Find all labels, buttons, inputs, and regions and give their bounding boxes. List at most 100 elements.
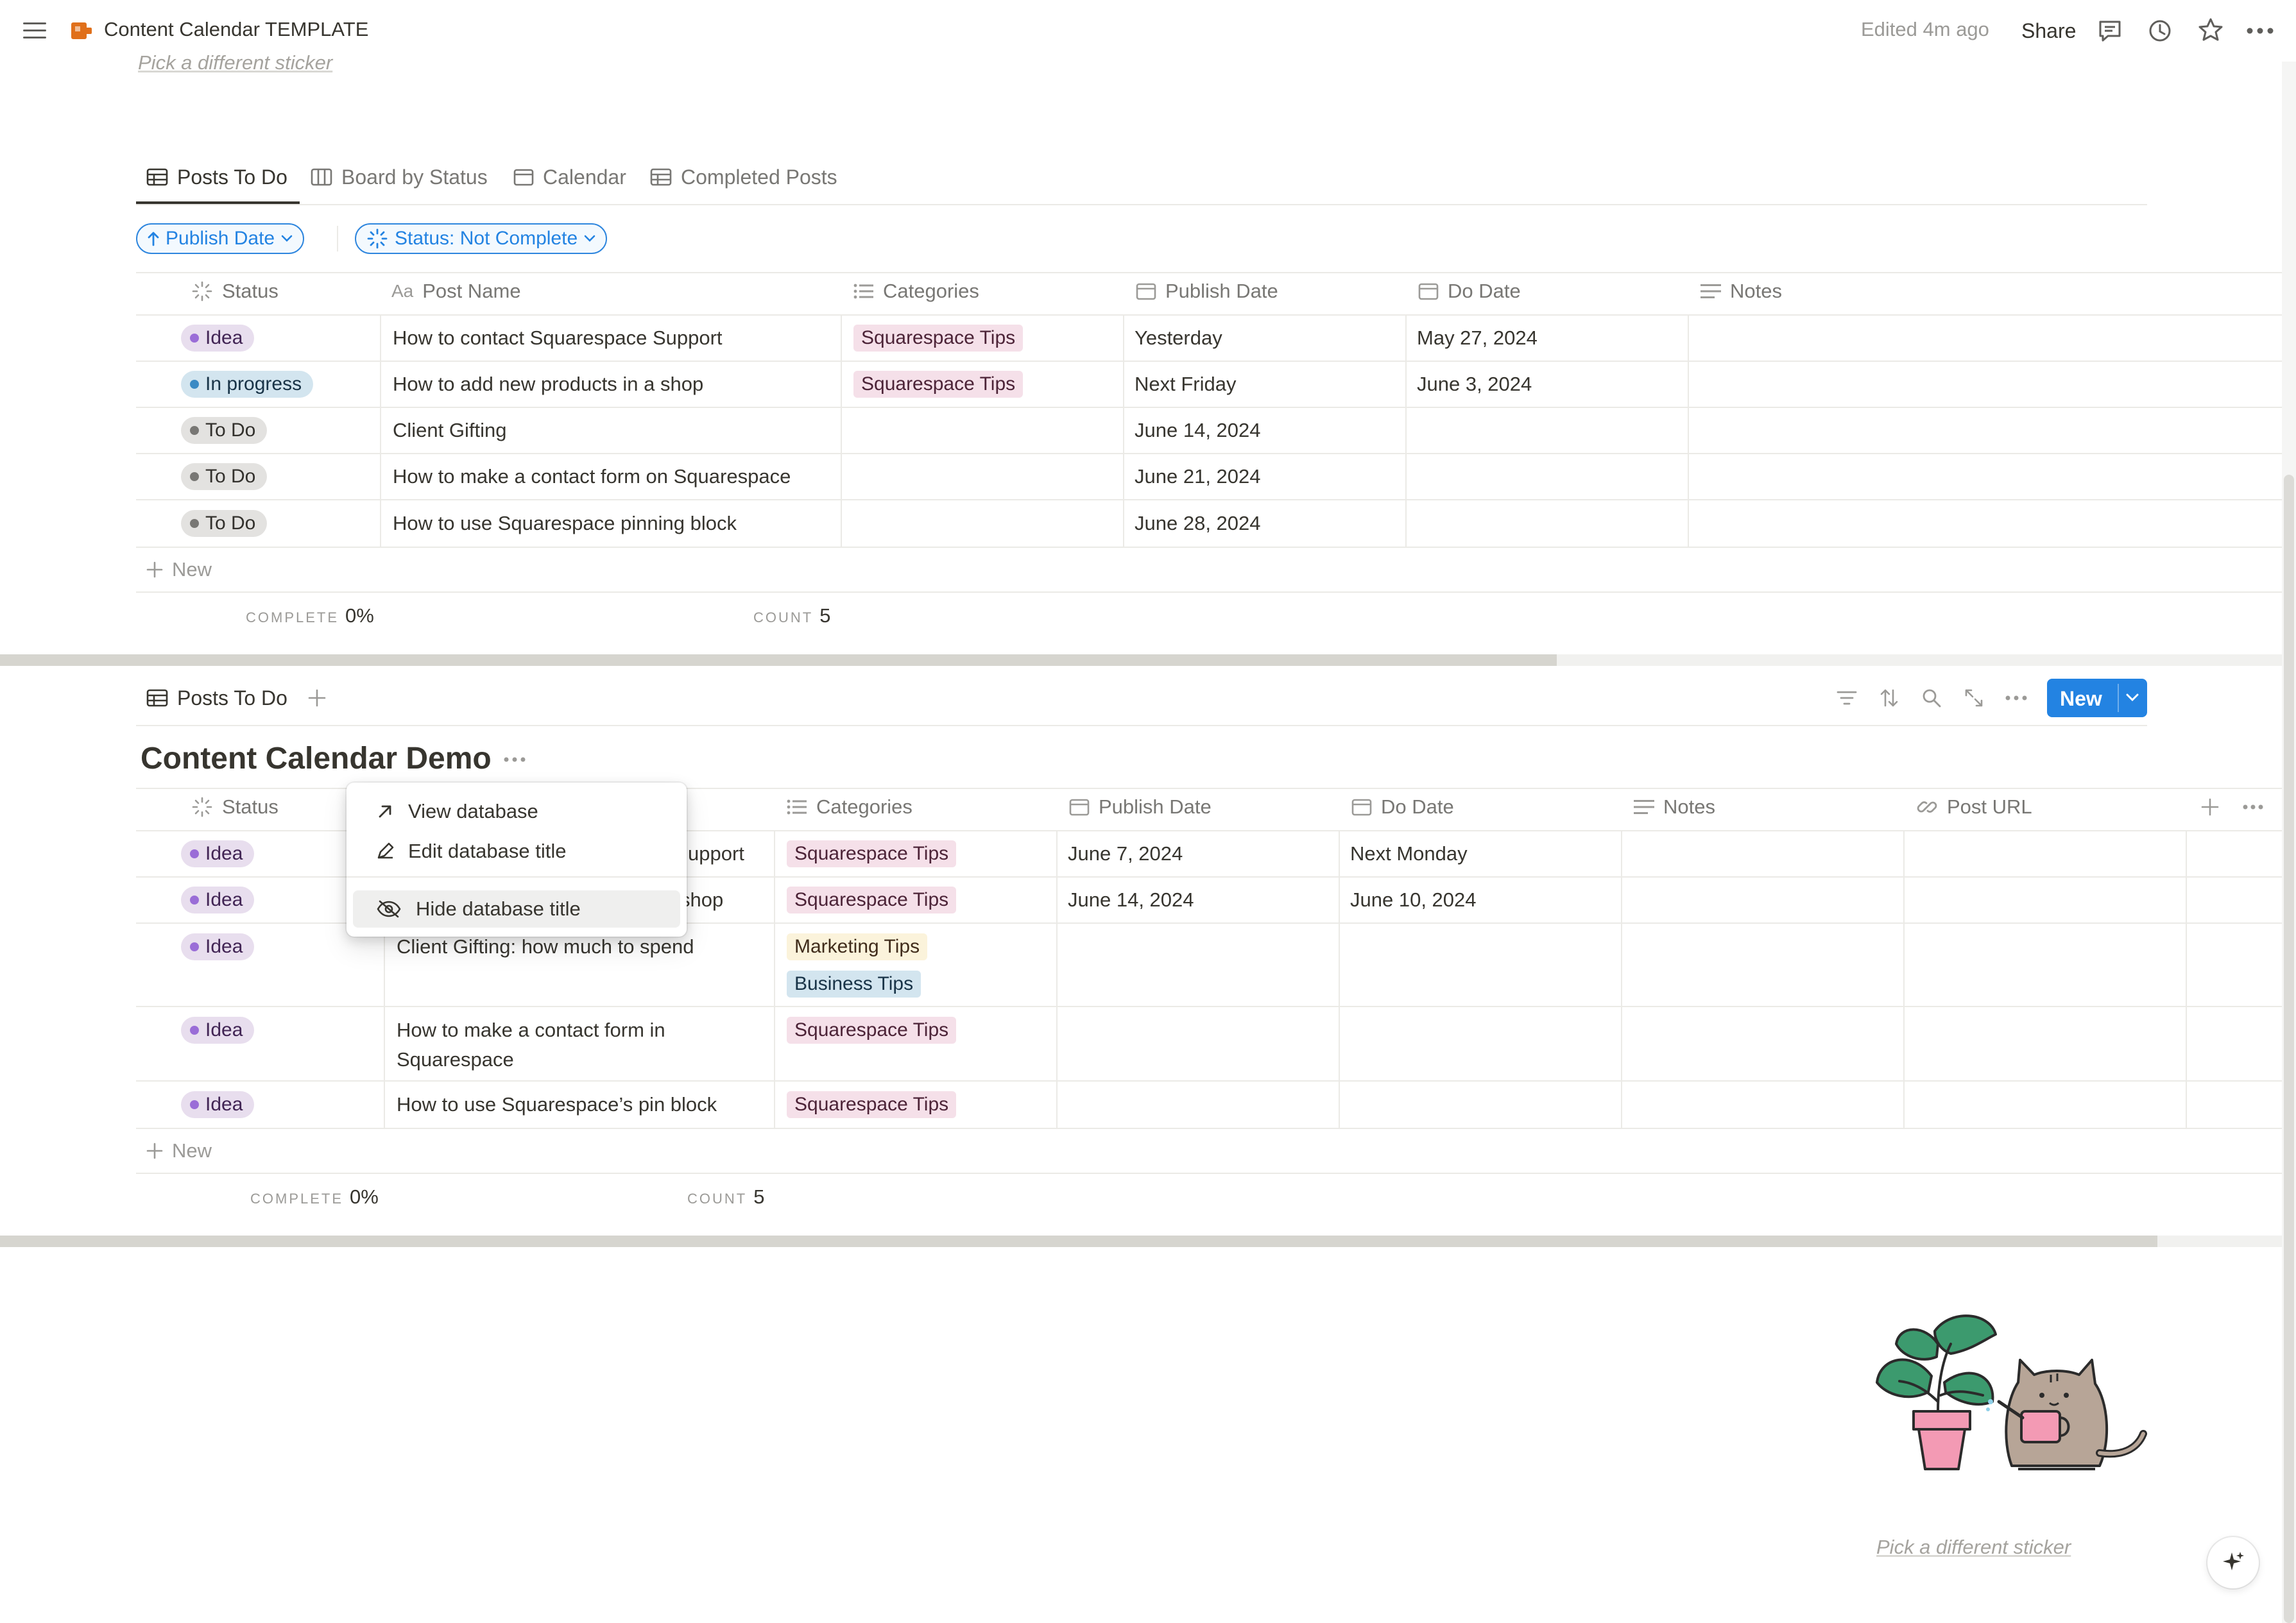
menu-item-view-database[interactable]: View database (353, 793, 680, 830)
more-options-icon[interactable] (2246, 22, 2274, 40)
search-icon[interactable] (1920, 686, 1943, 710)
complete-calculation[interactable]: COMPLETE 0% (250, 1185, 379, 1209)
expand-icon[interactable] (1962, 686, 1985, 710)
column-header-publish-date[interactable]: Publish Date (1069, 795, 1212, 819)
add-view-plus-icon[interactable] (307, 688, 327, 708)
category-tag[interactable]: Squarespace Tips (853, 325, 1024, 352)
menu-item-hide-database-title[interactable]: Hide database title (353, 890, 680, 928)
status-filter-pill[interactable]: Status: Not Complete (355, 223, 608, 254)
post-name-cell-partial[interactable]: shop (680, 888, 724, 911)
pick-sticker-link-top[interactable]: Pick a different sticker (138, 51, 333, 74)
publish-date-cell[interactable]: June 21, 2024 (1135, 465, 1261, 488)
new-page-button[interactable]: New (2047, 679, 2147, 717)
ai-assistant-button[interactable] (2207, 1537, 2259, 1588)
post-name-cell-line2[interactable]: Squarespace (397, 1048, 514, 1071)
status-badge-idea[interactable]: Idea (181, 840, 255, 867)
status-badge-idea[interactable]: Idea (181, 887, 255, 913)
column-header-categories[interactable]: Categories (787, 795, 912, 819)
category-tag[interactable]: Squarespace Tips (787, 887, 957, 913)
post-name-cell[interactable]: How to use Squarespace pinning block (393, 512, 737, 534)
status-dot (190, 519, 199, 528)
publish-date-cell[interactable]: June 28, 2024 (1135, 512, 1261, 534)
column-header-do-date[interactable]: Do Date (1418, 280, 1521, 303)
do-date-cell[interactable]: May 27, 2024 (1417, 327, 1538, 349)
status-badge-idea[interactable]: Idea (181, 1091, 255, 1118)
publish-date-cell[interactable]: Next Friday (1135, 373, 1237, 395)
status-badge-to-do[interactable]: To Do (181, 417, 268, 444)
share-button[interactable]: Share (2021, 19, 2077, 42)
column-header-status[interactable]: Status (191, 795, 278, 819)
column-header-do-date[interactable]: Do Date (1351, 795, 1454, 819)
pick-sticker-link[interactable]: Pick a different sticker (1876, 1536, 2071, 1558)
post-name-cell-partial[interactable]: upport (688, 842, 744, 865)
tab-label: Posts To Do (177, 165, 287, 189)
count-calculation[interactable]: COUNT 5 (687, 1185, 764, 1209)
publish-date-cell[interactable]: Yesterday (1135, 327, 1222, 349)
post-name-cell[interactable]: Client Gifting: how much to spend (397, 935, 694, 958)
comments-icon[interactable] (2097, 18, 2123, 44)
category-tag[interactable]: Squarespace Tips (853, 371, 1024, 398)
publish-date-cell[interactable]: June 14, 2024 (1068, 888, 1194, 911)
do-date-cell[interactable]: June 10, 2024 (1350, 888, 1477, 911)
menu-item-edit-database-title[interactable]: Edit database title (353, 833, 680, 870)
column-header-post-name[interactable]: Aa Post Name (391, 280, 521, 303)
post-name-cell[interactable]: How to contact Squarespace Support (393, 327, 723, 349)
column-header-post-url[interactable]: Post URL (1916, 795, 2032, 819)
post-name-cell-line1[interactable]: How to make a contact form in (397, 1019, 665, 1041)
category-tag[interactable]: Business Tips (787, 971, 921, 998)
add-new-row-button[interactable]: New (146, 558, 212, 581)
column-header-notes[interactable]: Notes (1701, 280, 1782, 303)
tab-posts-to-do[interactable]: Posts To Do (146, 164, 287, 190)
add-property-plus-icon[interactable] (2200, 797, 2220, 817)
column-header-status[interactable]: Status (191, 280, 278, 303)
status-badge-in-progress[interactable]: In progress (181, 371, 314, 398)
publish-date-cell[interactable]: June 14, 2024 (1135, 419, 1261, 441)
status-badge-to-do[interactable]: To Do (181, 463, 268, 490)
status-badge-idea[interactable]: Idea (181, 1017, 255, 1044)
database-title[interactable]: Content Calendar Demo (141, 742, 492, 776)
post-name-cell[interactable]: How to use Squarespace’s pin block (397, 1093, 717, 1116)
calc-value: 5 (819, 604, 831, 627)
publish-date-cell[interactable]: June 7, 2024 (1068, 842, 1183, 865)
database-title-more-icon[interactable] (503, 754, 526, 765)
favorite-star-icon[interactable] (2197, 17, 2224, 44)
status-badge-idea[interactable]: Idea (181, 325, 255, 352)
sort-publish-date-pill[interactable]: Publish Date (136, 223, 305, 254)
post-name-cell[interactable]: How to make a contact form on Squarespac… (393, 465, 791, 488)
tab-posts-to-do-linked[interactable]: Posts To Do (146, 685, 287, 711)
status-label: Idea (205, 889, 243, 910)
complete-calculation[interactable]: COMPLETE 0% (246, 604, 374, 627)
sort-icon[interactable] (1878, 686, 1901, 710)
column-divider (1621, 831, 1622, 1128)
status-badge-idea[interactable]: Idea (181, 933, 255, 960)
column-header-notes[interactable]: Notes (1634, 795, 1715, 819)
category-tag[interactable]: Marketing Tips (787, 933, 928, 960)
tab-completed-posts[interactable]: Completed Posts (650, 164, 837, 190)
add-new-row-button[interactable]: New (146, 1139, 212, 1162)
column-header-publish-date[interactable]: Publish Date (1136, 280, 1278, 303)
page-title[interactable]: Content Calendar TEMPLATE (104, 18, 369, 40)
table-more-options-icon[interactable] (2242, 803, 2264, 811)
more-options-icon[interactable] (2005, 693, 2028, 703)
do-date-cell[interactable]: June 3, 2024 (1417, 373, 1532, 395)
category-tag[interactable]: Squarespace Tips (787, 1091, 957, 1118)
filter-icon[interactable] (1835, 688, 1858, 708)
horizontal-scrollbar-thumb[interactable] (0, 1236, 2157, 1247)
column-header-categories[interactable]: Categories (853, 280, 979, 303)
category-tag[interactable]: Squarespace Tips (787, 840, 957, 867)
category-tag[interactable]: Squarespace Tips (787, 1017, 957, 1044)
horizontal-scrollbar-thumb[interactable] (0, 654, 1557, 666)
do-date-cell[interactable]: Next Monday (1350, 842, 1468, 865)
cat-with-plant-sticker[interactable] (1874, 1305, 2150, 1479)
chevron-down-icon[interactable] (2125, 693, 2139, 702)
eye-slash-icon (376, 899, 402, 919)
hamburger-menu-icon[interactable] (22, 19, 47, 42)
post-name-cell[interactable]: How to add new products in a shop (393, 373, 704, 395)
tab-calendar[interactable]: Calendar (513, 164, 626, 190)
history-clock-icon[interactable] (2147, 18, 2173, 44)
count-calculation[interactable]: COUNT 5 (753, 604, 830, 627)
tab-board-by-status[interactable]: Board by Status (311, 164, 488, 190)
vertical-scrollbar-thumb[interactable] (2284, 475, 2294, 1623)
status-badge-to-do[interactable]: To Do (181, 510, 268, 537)
post-name-cell[interactable]: Client Gifting (393, 419, 507, 441)
